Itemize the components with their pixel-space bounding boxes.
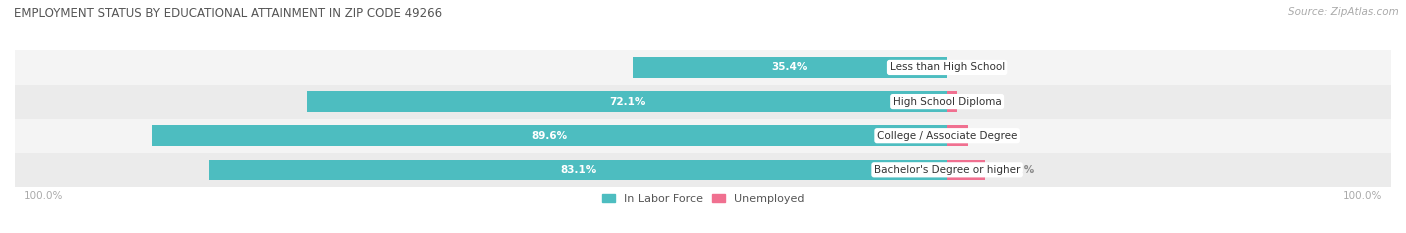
Text: 100.0%: 100.0%	[24, 191, 63, 201]
Text: 10.2%: 10.2%	[998, 165, 1035, 175]
Text: EMPLOYMENT STATUS BY EDUCATIONAL ATTAINMENT IN ZIP CODE 49266: EMPLOYMENT STATUS BY EDUCATIONAL ATTAINM…	[14, 7, 441, 20]
Bar	[209, 160, 948, 180]
Text: 5.7%: 5.7%	[981, 131, 1011, 141]
Text: High School Diploma: High School Diploma	[893, 97, 1001, 106]
Text: Less than High School: Less than High School	[890, 62, 1005, 72]
Bar	[15, 50, 1391, 85]
Text: 35.4%: 35.4%	[772, 62, 808, 72]
Text: 2.6%: 2.6%	[970, 97, 1000, 106]
Bar	[307, 91, 948, 112]
Bar	[948, 160, 986, 180]
Bar	[948, 91, 957, 112]
Text: Source: ZipAtlas.com: Source: ZipAtlas.com	[1288, 7, 1399, 17]
Legend: In Labor Force, Unemployed: In Labor Force, Unemployed	[598, 189, 808, 209]
Text: 0.0%: 0.0%	[960, 62, 990, 72]
Bar	[15, 119, 1391, 153]
Bar	[152, 125, 948, 146]
Text: Bachelor's Degree or higher: Bachelor's Degree or higher	[875, 165, 1021, 175]
Text: 83.1%: 83.1%	[560, 165, 596, 175]
Text: College / Associate Degree: College / Associate Degree	[877, 131, 1018, 141]
Bar	[948, 125, 969, 146]
Bar	[15, 85, 1391, 119]
Text: 89.6%: 89.6%	[531, 131, 568, 141]
Text: 100.0%: 100.0%	[1343, 191, 1382, 201]
Bar	[633, 57, 948, 78]
Bar	[15, 153, 1391, 187]
Text: 72.1%: 72.1%	[609, 97, 645, 106]
